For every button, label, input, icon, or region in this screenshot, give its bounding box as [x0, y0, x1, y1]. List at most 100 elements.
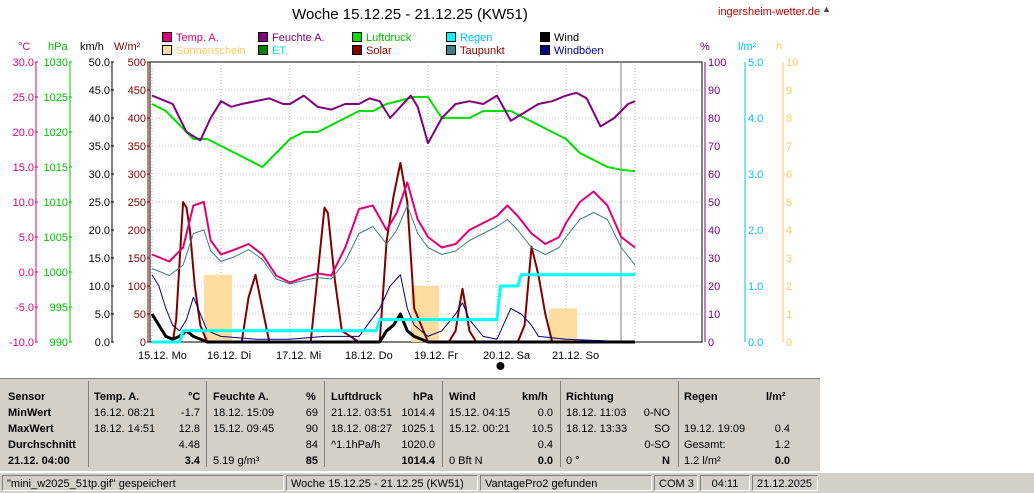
axis-tick-label: 1015 — [44, 162, 68, 174]
x-tick-label: 19.12. Fr — [414, 350, 458, 362]
stat-cell-wind-time: 15.12. 04:15 — [449, 407, 511, 419]
hdr-temp: Temp. A. — [94, 391, 140, 403]
legend-item: Wind — [540, 32, 579, 45]
axis-tick-label: 1 — [786, 309, 792, 321]
stat-cell-press-time: ^1.1hPa/h — [331, 439, 381, 451]
axis-tick-label: 1000 — [44, 267, 68, 279]
legend-swatch — [352, 45, 362, 55]
legend-item: Luftdruck — [352, 32, 411, 45]
axis-tick-label: 35.0 — [89, 141, 110, 153]
stat-cell-dir-val: 0-SO — [644, 439, 670, 451]
col-divider — [324, 381, 325, 467]
axis-tick-label: 0.0 — [748, 337, 763, 349]
axis-tick-label: 100 — [708, 57, 726, 69]
axis-tick-label: 20.0 — [89, 225, 110, 237]
axis-tick-label: 5 — [786, 197, 792, 209]
axis-tick-label: 90 — [708, 85, 720, 97]
stat-cell-rain-val: 1.2 — [774, 439, 790, 451]
legend-item: Windböen — [540, 45, 604, 58]
axis-tick-label: 1025 — [44, 92, 68, 104]
stat-cell-temp-val: 3.4 — [184, 455, 200, 467]
col-divider — [88, 381, 89, 467]
legend-swatch — [446, 32, 456, 42]
stat-cell-rain-val: 0.4 — [774, 423, 790, 435]
series-line-regen — [152, 273, 635, 344]
axis-tick-label: 0 — [786, 337, 792, 349]
col-divider — [678, 381, 679, 467]
unit-sun: h — [776, 41, 783, 53]
site-link[interactable]: ingersheim-wetter.de — [718, 6, 821, 18]
legend-item: Solar — [352, 45, 392, 58]
col-divider — [206, 381, 207, 467]
series-line-luftdruck — [151, 96, 636, 173]
x-tick-label: 17.12. Mi — [276, 350, 321, 362]
axis-tick-label: 150 — [128, 253, 146, 265]
axis-tick-label: 40 — [708, 225, 720, 237]
axis-tick-label: 30.0 — [89, 169, 110, 181]
hdr-sensor: Sensor — [8, 391, 46, 403]
legend-swatch — [540, 32, 550, 42]
stat-cell-hum-time: 15.12. 09:45 — [213, 423, 275, 435]
axis-tick-label: 4 — [786, 225, 792, 237]
axis-tick-label: 45.0 — [89, 85, 110, 97]
legend-item: Feuchte A. — [258, 32, 325, 45]
axis-tick-label: 200 — [128, 225, 146, 237]
hdr-dir: Richtung — [566, 391, 614, 403]
axis-tick-label: 0.0 — [95, 337, 110, 349]
series-line-windb-en — [151, 274, 636, 343]
stat-cell-label: MinWert — [8, 407, 52, 419]
hdr-rain-unit: l/m² — [766, 391, 786, 403]
stat-cell-press-val: 1025.1 — [401, 423, 435, 435]
legend-swatch — [258, 32, 268, 42]
axis-tick-label: 50 — [134, 309, 146, 321]
chart-area: 30.0 25.0 20.0 15.0 10.0 5.0 0.0 -5.0 -10.0 1030 1… — [8, 4, 831, 370]
scroll-up-icon[interactable]: ▲ — [822, 4, 831, 14]
axis-tick-label: 400 — [128, 113, 146, 125]
hdr-temp-unit: °C — [188, 391, 201, 403]
hdr-press: Luftdruck — [331, 391, 382, 403]
axis-tick-label: 50.0 — [89, 57, 110, 69]
stat-cell-dir-time: 18.12. 11:03 — [566, 407, 627, 419]
hdr-rain: Regen — [684, 391, 718, 403]
hdr-wind-unit: km/h — [522, 391, 548, 403]
legend-item: Regen — [446, 32, 492, 45]
stat-cell-wind-val: 10.5 — [531, 423, 553, 435]
stat-cell-hum-val: 85 — [305, 455, 318, 467]
axis-tick-label: 100 — [128, 281, 146, 293]
hdr-wind: Wind — [449, 391, 476, 403]
legend-item: Temp. A. — [162, 32, 219, 45]
axis-tick-label: 2.0 — [748, 225, 763, 237]
stat-cell-hum-val: 90 — [305, 423, 318, 435]
stat-cell-hum-val: 84 — [305, 439, 318, 451]
axis-tick-label: 2 — [786, 281, 792, 293]
axis-tick-label: 250 — [128, 197, 146, 209]
axis-tick-label: 1020 — [44, 127, 68, 139]
status-device: VantagePro2 gefunden — [480, 475, 652, 491]
stat-cell-rain-val: 0.0 — [774, 455, 790, 467]
stat-cell-rain-time: 1.2 l/m² — [684, 455, 721, 467]
status-week: Woche 15.12.25 - 21.12.25 (KW51) — [286, 475, 478, 491]
axis-tick-label: 20.0 — [13, 127, 34, 139]
axis-tick-label: -10.0 — [9, 337, 34, 349]
axis-tick-label: 0 — [140, 337, 146, 349]
axis-tick-label: 15.0 — [13, 162, 34, 174]
series-line-feuchte-a- — [151, 91, 636, 145]
right-edge-marks — [820, 378, 1034, 472]
axis-tick-label: 1010 — [44, 197, 68, 209]
unit-solar: W/m² — [114, 41, 141, 53]
legend-swatch — [352, 32, 362, 42]
axis-tick-label: 25.0 — [89, 197, 110, 209]
stat-cell-temp-time: 18.12. 14:51 — [94, 423, 156, 435]
stat-cell-label: 21.12. 04:00 — [8, 455, 70, 467]
axis-tick-label: 300 — [128, 169, 146, 181]
stat-cell-press-time: 21.12. 03:51 — [331, 407, 393, 419]
stat-cell-wind-time: 15.12. 00:21 — [449, 423, 511, 435]
axis-tick-label: 10 — [786, 57, 798, 69]
unit-humidity: % — [700, 41, 710, 53]
legend-label: Feuchte A. — [272, 32, 325, 44]
axis-tick-label: 995 — [50, 302, 68, 314]
legend-item: Taupunkt — [446, 45, 505, 58]
stat-cell-label: Durchschnitt — [8, 439, 76, 451]
axis-tick-label: 60 — [708, 169, 720, 181]
axis-tick-label: 1030 — [44, 57, 68, 69]
